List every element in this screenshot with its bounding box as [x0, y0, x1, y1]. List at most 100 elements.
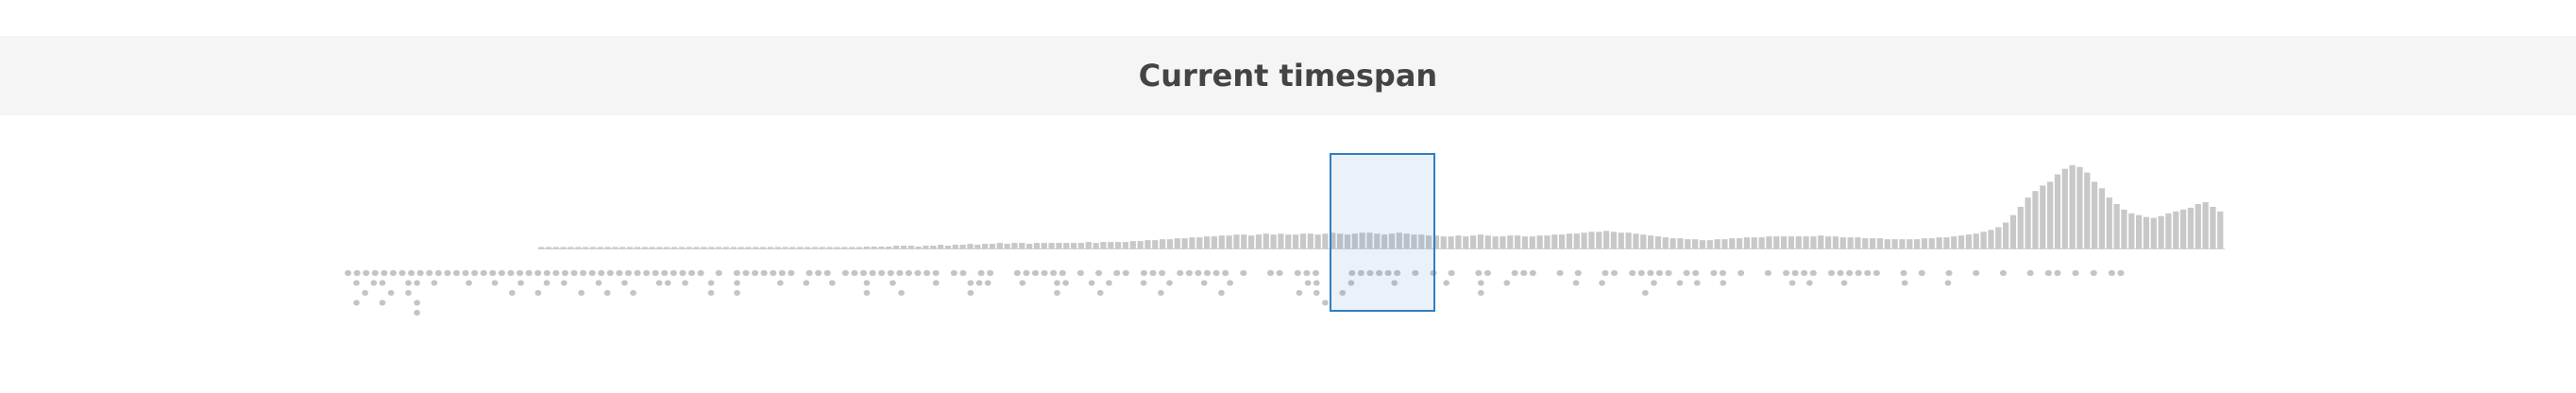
event-dot	[1676, 280, 1684, 286]
event-dot	[887, 270, 894, 276]
event-dot	[932, 270, 940, 276]
histogram-bar	[774, 247, 781, 248]
event-dot	[1013, 270, 1021, 276]
event-dot	[466, 280, 472, 286]
event-dot	[1391, 280, 1398, 286]
event-dot	[1873, 270, 1880, 276]
event-dot	[1031, 270, 1040, 276]
histogram-bar	[1914, 239, 1921, 248]
histogram-bar	[1122, 242, 1129, 248]
histogram-bar	[1026, 244, 1033, 248]
histogram-bar	[1596, 231, 1602, 248]
histogram-bar	[1507, 235, 1514, 248]
event-dot	[1357, 270, 1364, 276]
histogram-bar	[2009, 214, 2017, 248]
histogram-bar	[1440, 236, 1447, 248]
histogram-bar	[1743, 237, 1751, 248]
event-dot	[414, 280, 420, 286]
event-dot	[624, 270, 633, 276]
histogram-bar	[2054, 174, 2061, 248]
histogram-bar	[2180, 209, 2187, 248]
timespan-selection[interactable]	[1330, 153, 1435, 312]
histogram-bar	[1500, 236, 1506, 248]
histogram-bar	[656, 247, 663, 248]
event-dot	[1267, 270, 1275, 276]
event-dot	[1149, 270, 1157, 276]
event-dot	[353, 280, 360, 286]
event-dot	[434, 270, 442, 276]
event-dot	[1806, 280, 1813, 286]
event-dot	[669, 270, 677, 276]
histogram-bar	[1129, 241, 1136, 248]
histogram-bar	[1396, 232, 1402, 248]
histogram-bar	[1351, 233, 1358, 248]
histogram-bar	[1278, 233, 1284, 248]
event-dot	[1846, 270, 1854, 276]
event-dot	[652, 270, 659, 276]
histogram-bar	[863, 247, 870, 248]
event-dot	[1572, 280, 1580, 286]
event-dot	[353, 270, 361, 276]
event-dot	[1737, 270, 1745, 276]
histogram-bar	[1692, 239, 1699, 248]
event-dot	[1665, 270, 1672, 276]
histogram-bar	[1766, 236, 1772, 248]
histogram-bar	[1255, 234, 1263, 248]
event-dot	[1095, 270, 1103, 276]
event-dot	[1096, 290, 1104, 296]
histogram-bar	[1418, 234, 1425, 248]
histogram-bar	[878, 247, 885, 248]
event-dot	[1529, 270, 1536, 276]
event-dot	[1200, 280, 1208, 286]
histogram-bar	[641, 247, 648, 248]
histogram-bar	[1477, 234, 1484, 248]
event-dot	[682, 280, 688, 286]
event-dot	[777, 280, 784, 286]
histogram-bar	[1980, 231, 1987, 248]
histogram-bar	[1019, 243, 1025, 248]
histogram-bar	[856, 247, 863, 248]
event-dot	[679, 270, 686, 276]
histogram-bar	[893, 246, 900, 248]
event-dot	[1212, 270, 1220, 276]
histogram-bar	[1108, 242, 1114, 248]
event-dot	[1483, 270, 1491, 276]
timeline[interactable]	[0, 132, 2576, 350]
event-dot	[734, 280, 740, 286]
histogram-bar	[1270, 234, 1277, 248]
histogram-bar	[1625, 232, 1632, 248]
histogram-bar	[745, 247, 752, 248]
histogram-bar	[982, 244, 989, 248]
event-dot	[405, 290, 412, 296]
event-dot	[345, 270, 352, 276]
histogram-bar	[1995, 227, 2002, 248]
event-dot	[616, 270, 623, 276]
event-dot	[398, 270, 406, 276]
event-dot	[841, 270, 849, 276]
histogram-bar	[1536, 235, 1543, 248]
histogram-bar	[2136, 214, 2143, 248]
event-dot	[2054, 270, 2061, 276]
histogram-bar	[1603, 231, 1610, 248]
event-dot	[1973, 270, 1980, 276]
histogram-bar	[938, 245, 944, 248]
histogram-bar	[1411, 234, 1417, 248]
histogram-bar	[1839, 237, 1846, 248]
histogram-bar	[1211, 236, 1218, 248]
histogram-bar	[678, 247, 686, 248]
histogram-bar	[789, 247, 796, 248]
histogram-bar	[568, 247, 574, 248]
event-dot	[491, 280, 499, 286]
event-dot	[1296, 290, 1303, 296]
event-dot	[733, 270, 740, 276]
event-dot	[959, 270, 967, 276]
event-dot	[1122, 270, 1129, 276]
event-dot	[561, 270, 568, 276]
event-dot	[1611, 270, 1618, 276]
histogram-bar	[871, 247, 877, 248]
event-dot	[516, 270, 524, 276]
histogram-bar	[1071, 243, 1077, 248]
event-dot	[1041, 270, 1048, 276]
histogram-bar	[1463, 236, 1469, 248]
event-dot	[2044, 270, 2052, 276]
